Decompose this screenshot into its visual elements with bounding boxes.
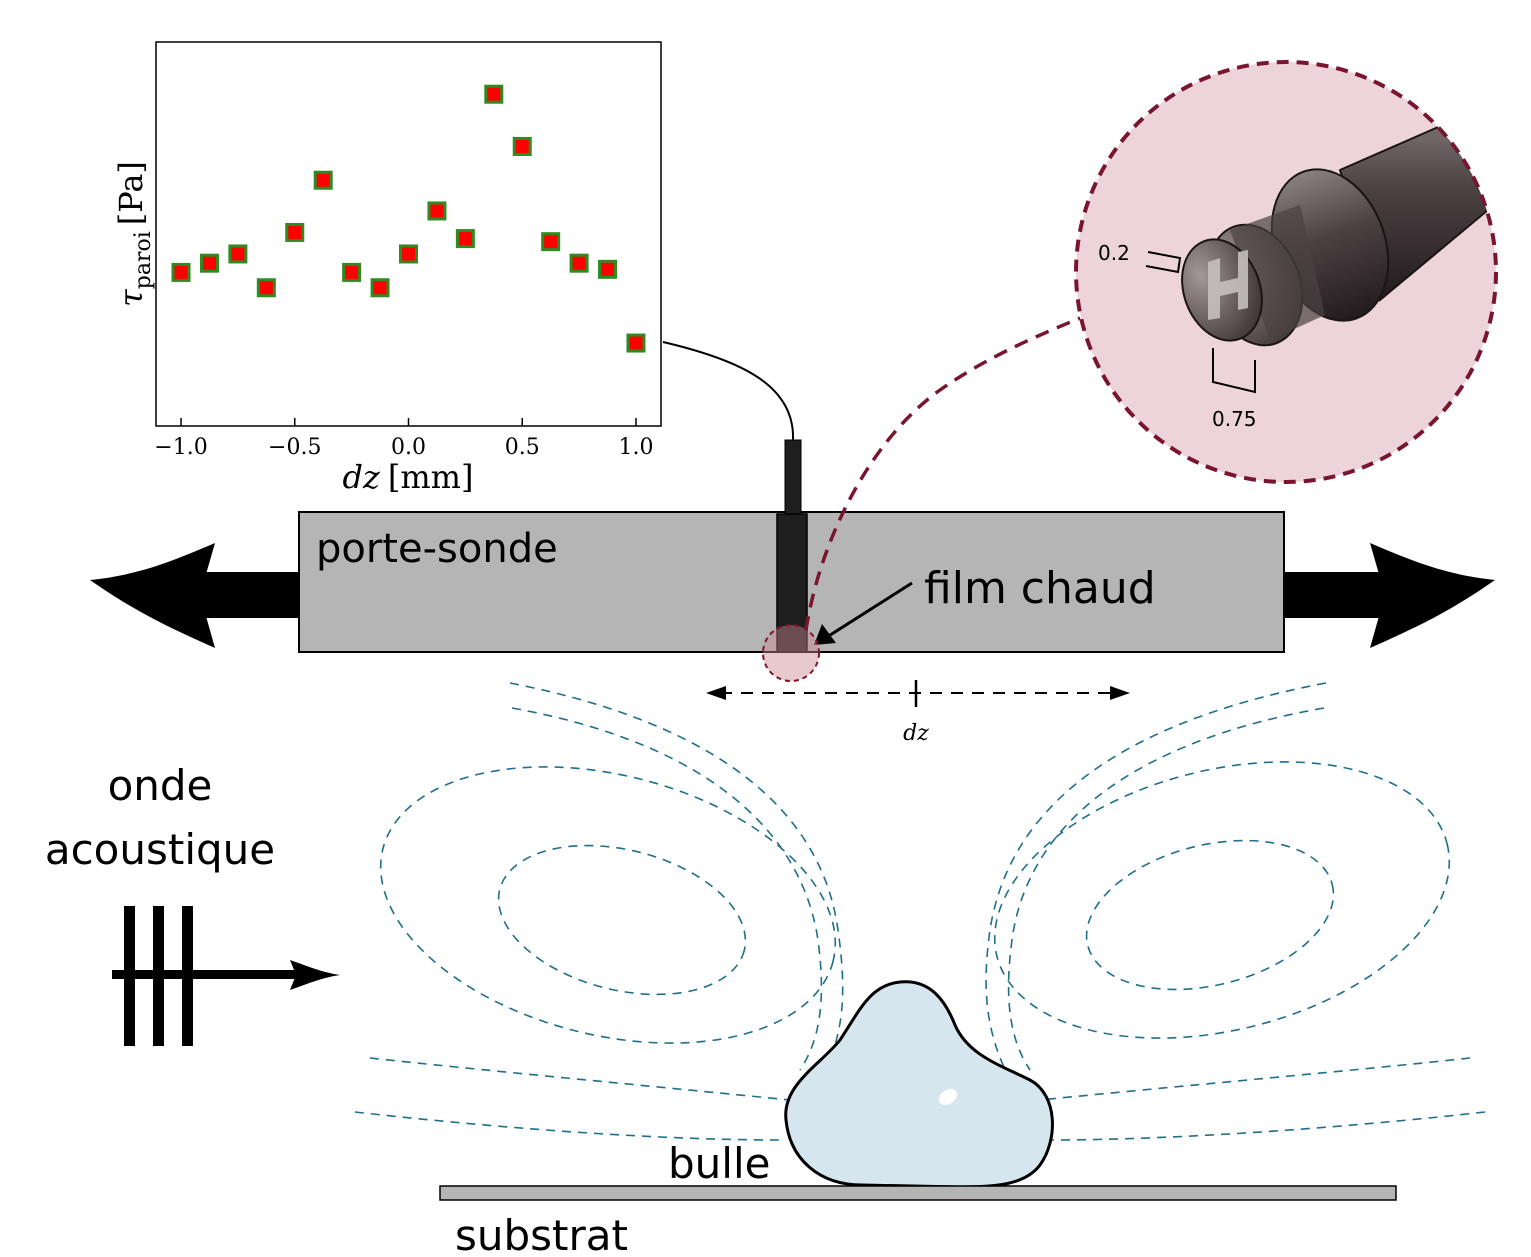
wave-arrow-shaft — [112, 970, 302, 979]
porte-sonde-label: porte-sonde — [316, 526, 558, 572]
streamline-left-mid — [379, 766, 837, 1044]
substrate — [439, 1185, 1397, 1201]
magnified-inset: 0.2 0.75 — [1074, 60, 1498, 484]
dz-label: dz — [903, 721, 929, 746]
data-point — [342, 262, 362, 282]
zoom-connector — [804, 316, 1081, 631]
data-point — [455, 229, 475, 249]
dim-large-label: 0.75 — [1212, 407, 1257, 431]
plot-frame — [155, 41, 662, 427]
bubble — [784, 980, 1054, 1189]
streamline-left-inner — [497, 844, 747, 996]
streamline-right-outer-1 — [985, 682, 1327, 1081]
streamline-right-low-2 — [1049, 1111, 1486, 1141]
x-tick-label: 0.0 — [391, 435, 426, 460]
data-point — [199, 253, 219, 273]
streamline-left-outer-1 — [509, 682, 844, 1081]
data-point — [512, 136, 532, 156]
x-tick-label: 0.5 — [505, 435, 540, 460]
probe-cable — [662, 341, 795, 441]
y-axis-label: τparoi[Pa] — [112, 161, 156, 307]
streamline-right-low-1 — [1039, 1057, 1471, 1101]
hot-film-element — [1208, 250, 1248, 320]
data-point — [256, 278, 276, 298]
dim-large-bracket — [1212, 348, 1256, 394]
film-chaud-arrowhead — [814, 624, 836, 645]
chart-ticks: −1.0 −0.5 0.0 0.5 1.0 — [154, 418, 653, 460]
streamline-right-inner — [1085, 839, 1335, 991]
right-arrow-head — [1370, 543, 1495, 648]
x-tick-label: 1.0 — [618, 435, 653, 460]
data-point — [484, 84, 504, 104]
data-point — [370, 278, 390, 298]
streamline-right-mid — [993, 761, 1451, 1039]
left-arrow-head — [90, 543, 215, 648]
wave-arrow-head — [290, 960, 340, 990]
dz-indicator: dz — [706, 680, 1130, 746]
x-tick-label: −1.0 — [154, 435, 207, 460]
bubble-highlight — [938, 1088, 958, 1106]
data-point — [626, 333, 646, 353]
x-tick-label: −0.5 — [268, 435, 321, 460]
dz-arrow-left — [706, 686, 726, 700]
motion-arrows — [90, 543, 1495, 648]
streamline-left-outer-2 — [511, 707, 823, 1071]
data-point — [569, 253, 589, 273]
dz-arrow-right — [1110, 686, 1130, 700]
data-point — [171, 262, 191, 282]
streamline-left-low-1 — [369, 1057, 791, 1101]
dim-small-bracket — [1145, 251, 1182, 274]
data-point — [541, 232, 561, 252]
data-point — [598, 259, 618, 279]
data-point — [313, 170, 333, 190]
film-chaud-arrow — [826, 581, 913, 639]
onde-label: onde — [108, 761, 213, 810]
film-chaud-label: film chaud — [924, 563, 1156, 614]
data-point — [285, 222, 305, 242]
data-point — [399, 244, 418, 264]
substrat-label: substrat — [455, 1211, 628, 1257]
hot-film-probe — [776, 513, 808, 653]
dim-small-label: 0.2 — [1098, 241, 1130, 265]
inset-border — [1074, 60, 1498, 484]
streamline-right-outer-2 — [1007, 707, 1325, 1071]
streamline-left-low-2 — [354, 1111, 781, 1141]
acoustique-label: acoustique — [45, 825, 275, 874]
data-point — [228, 244, 248, 264]
chart-marks — [171, 84, 646, 353]
probe-tip-side — [1230, 205, 1325, 340]
probe-stem — [784, 439, 802, 516]
tau-scatter-chart: −1.0 −0.5 0.0 0.5 1.0 dz [mm] τparoi[Pa] — [112, 41, 662, 496]
bulle-label: bulle — [668, 1139, 770, 1188]
acoustic-wave: onde acoustique — [45, 761, 340, 1046]
sensor-highlight — [762, 624, 820, 682]
x-axis-label: dz [mm] — [343, 458, 474, 496]
data-point — [427, 201, 447, 221]
streamlines — [354, 682, 1486, 1141]
